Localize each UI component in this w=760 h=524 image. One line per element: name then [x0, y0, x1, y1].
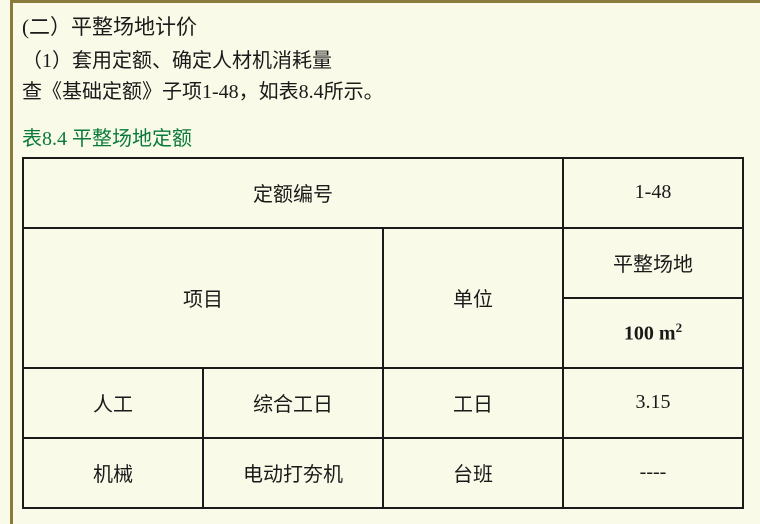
val-cell: 3.15 [563, 368, 743, 438]
table-row: 人工 综合工日 工日 3.15 [23, 368, 743, 438]
table-row: 定额编号 1-48 [23, 158, 743, 228]
val-cell: ---- [563, 438, 743, 508]
cat-cell: 人工 [23, 368, 203, 438]
unit-label-cell: 单位 [383, 228, 563, 368]
quota-table: 定额编号 1-48 项目 单位 平整场地 100 m2 人工 综合工日 工日 3… [22, 157, 744, 509]
table-row: 机械 电动打夯机 台班 ---- [23, 438, 743, 508]
paragraph-1: （1）套用定额、确定人材机消耗量 [22, 46, 750, 77]
unit-value-cell: 100 m2 [563, 298, 743, 368]
slide-content: (二）平整场地计价 （1）套用定额、确定人材机消耗量 查《基础定额》子项1-48… [22, 12, 750, 509]
frame-top [10, 0, 760, 3]
cat-cell: 机械 [23, 438, 203, 508]
frame-left [10, 0, 13, 524]
unit-cell: 台班 [383, 438, 563, 508]
item-cell: 电动打夯机 [203, 438, 383, 508]
unit-cell: 工日 [383, 368, 563, 438]
project-label-cell: 项目 [23, 228, 383, 368]
header-value-cell: 1-48 [563, 158, 743, 228]
table-row: 项目 单位 平整场地 [23, 228, 743, 298]
site-leveling-cell: 平整场地 [563, 228, 743, 298]
paragraph-2: 查《基础定额》子项1-48，如表8.4所示。 [22, 77, 750, 108]
item-cell: 综合工日 [203, 368, 383, 438]
section-heading: (二）平整场地计价 [22, 12, 750, 44]
header-label-cell: 定额编号 [23, 158, 563, 228]
table-caption: 表8.4 平整场地定额 [22, 122, 750, 151]
